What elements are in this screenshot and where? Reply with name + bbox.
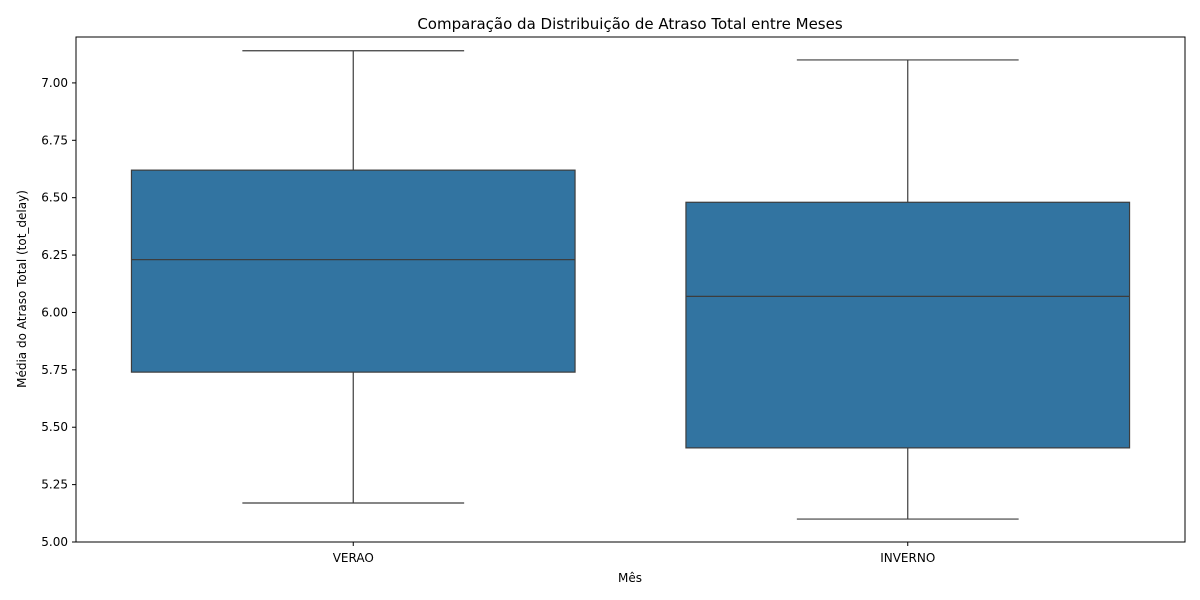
plot-frame	[75, 36, 1186, 543]
y-axis-label: Média do Atraso Total (tot_delay)	[15, 190, 29, 388]
y-tick-label: 6.00	[41, 305, 68, 319]
y-tick-label: 6.75	[41, 133, 68, 147]
y-tick-label: 6.25	[41, 248, 68, 262]
y-tick-label: 5.75	[41, 363, 68, 377]
chart-title: Comparação da Distribuição de Atraso Tot…	[417, 15, 843, 33]
x-tick-label: INVERNO	[880, 551, 935, 565]
plot-area: 5.00 5.25 5.50 5.75 6.00 6.25 6.50 6.75 7.00 VERA…	[41, 50, 1131, 565]
y-tick-label: 6.50	[41, 191, 68, 205]
y-tick-label: 5.00	[41, 535, 68, 549]
box-verao	[130, 169, 576, 373]
x-tick-label: VERAO	[333, 551, 374, 565]
y-tick-label: 5.25	[41, 478, 68, 492]
box-inverno	[685, 201, 1131, 449]
y-tick-label: 5.50	[41, 420, 68, 434]
x-axis-label: Mês	[618, 571, 642, 585]
y-tick-label: 7.00	[41, 76, 68, 90]
